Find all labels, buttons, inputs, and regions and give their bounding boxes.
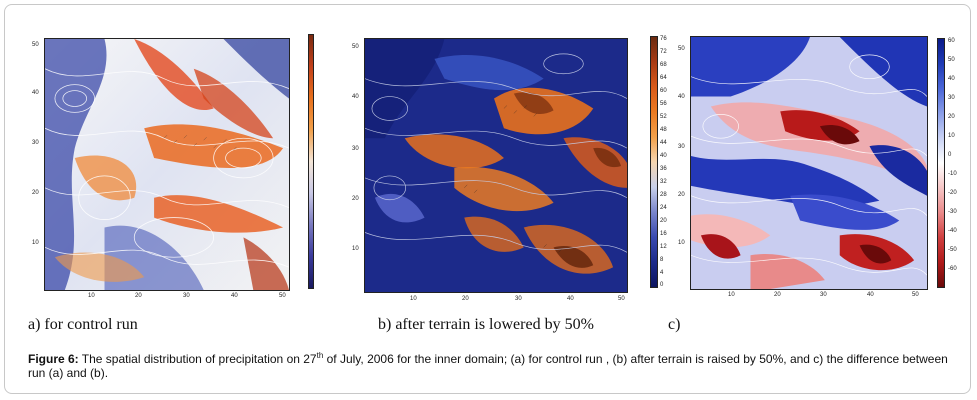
panel-b-x-tick: 50 <box>618 296 625 302</box>
panel-c-colorbar-labels: 60 50 40 30 20 10 0 -10 -20 -30 -40 -50 … <box>948 38 964 288</box>
panel-c-colorbar <box>937 38 945 288</box>
panel-b-cbar-label: 72 <box>660 49 667 55</box>
panel-b-cbar-label: 60 <box>660 88 667 94</box>
panel-b-cbar-label: 32 <box>660 179 667 185</box>
panel-c-label: c) <box>668 316 681 333</box>
panel-b-cbar-label: 64 <box>660 75 667 81</box>
panel-c-map-image <box>691 37 927 289</box>
panel-b-label: b) after terrain is lowered by 50% <box>378 316 594 333</box>
panel-a-colorbar <box>308 34 314 289</box>
panel-c-cbar-label: 60 <box>948 38 955 44</box>
panel-b-x-tick: 20 <box>462 296 469 302</box>
panel-b-cbar-label: 44 <box>660 140 667 146</box>
panel-b-cbar-label: 52 <box>660 114 667 120</box>
panel-a-y-tick: 20 <box>32 190 39 196</box>
panel-b-cbar-label: 28 <box>660 192 667 198</box>
panel-c-x-tick: 20 <box>774 292 781 298</box>
panel-b-cbar-label: 48 <box>660 127 667 133</box>
panel-b-map-image <box>365 39 627 292</box>
panel-a-plot <box>44 38 290 291</box>
panel-c-y-tick: 50 <box>678 46 685 52</box>
panel-c-x-tick: 40 <box>867 292 874 298</box>
panel-a-x-tick: 40 <box>231 293 238 299</box>
panel-b-cbar-label: 12 <box>660 244 667 250</box>
panel-b-cbar-label: 4 <box>660 270 664 276</box>
panel-b-cbar-label: 0 <box>660 282 664 288</box>
panel-b-y-tick: 40 <box>352 94 359 100</box>
panel-b-y-tick: 30 <box>352 146 359 152</box>
panel-c-y-tick: 30 <box>678 144 685 150</box>
panel-b-y-tick: 20 <box>352 196 359 202</box>
panel-c-x-tick: 30 <box>820 292 827 298</box>
panel-c-cbar-label: -60 <box>948 266 957 272</box>
panel-b: 10 20 30 40 50 50 40 30 20 10 76 72 68 6… <box>348 34 668 304</box>
panel-b-cbar-label: 56 <box>660 101 667 107</box>
panel-c-cbar-label: -50 <box>948 247 957 253</box>
panel-b-cbar-label: 68 <box>660 62 667 68</box>
panel-a-x-tick: 30 <box>183 293 190 299</box>
panel-b-cbar-label: 16 <box>660 231 667 237</box>
panel-b-cbar-label: 36 <box>660 166 667 172</box>
panel-a-x-tick: 10 <box>88 293 95 299</box>
panel-c-cbar-label: -40 <box>948 228 957 234</box>
panel-c-cbar-label: 40 <box>948 76 955 82</box>
figure-caption: Figure 6: The spatial distribution of pr… <box>28 349 958 380</box>
figure-caption-prefix: Figure 6: <box>28 352 79 366</box>
panel-b-cbar-label: 20 <box>660 218 667 224</box>
panel-a-map-image <box>45 39 289 290</box>
panel-c-cbar-label: 20 <box>948 114 955 120</box>
panel-a-y-tick: 50 <box>32 42 39 48</box>
figure-caption-sup: th <box>316 351 324 360</box>
panel-b-x-tick: 40 <box>567 296 574 302</box>
panel-c-y-tick: 10 <box>678 240 685 246</box>
panel-a-label: a) for control run <box>28 316 138 333</box>
panel-c: 10 20 30 40 50 50 40 30 20 10 60 50 40 3… <box>672 20 964 300</box>
panel-a-y-tick: 10 <box>32 240 39 246</box>
panel-c-cbar-label: -10 <box>948 171 957 177</box>
panel-c-y-tick: 40 <box>678 94 685 100</box>
panel-a-y-tick: 30 <box>32 140 39 146</box>
panel-b-y-tick: 50 <box>352 44 359 50</box>
panel-c-cbar-label: 50 <box>948 57 955 63</box>
panel-b-colorbar-labels: 76 72 68 64 60 56 52 48 44 40 36 32 28 2… <box>642 36 667 288</box>
panel-b-plot <box>364 38 628 293</box>
panel-b-x-tick: 30 <box>515 296 522 302</box>
figure-caption-text: The spatial distribution of precipitatio… <box>78 352 317 366</box>
panel-a-x-tick: 20 <box>135 293 142 299</box>
panel-b-cbar-label: 40 <box>660 153 667 159</box>
panel-c-cbar-label: -20 <box>948 190 957 196</box>
panel-b-y-tick: 10 <box>352 246 359 252</box>
panel-b-cbar-label: 24 <box>660 205 667 211</box>
panel-c-x-tick: 10 <box>728 292 735 298</box>
panel-c-x-tick: 50 <box>912 292 919 298</box>
panel-c-cbar-label: -30 <box>948 209 957 215</box>
panel-c-cbar-label: 30 <box>948 95 955 101</box>
panel-c-cbar-label: 10 <box>948 133 955 139</box>
panel-c-y-tick: 20 <box>678 192 685 198</box>
panel-a-x-tick: 50 <box>279 293 286 299</box>
panel-c-cbar-label: 0 <box>948 152 952 158</box>
figure-caption-text-2: of July, 2006 for the inner domain; (a) … <box>28 352 948 380</box>
panel-b-cbar-label: 76 <box>660 36 667 42</box>
panel-b-x-tick: 10 <box>410 296 417 302</box>
panel-a-y-tick: 40 <box>32 90 39 96</box>
panel-b-colorbar <box>650 36 658 288</box>
panel-a: 10 20 30 40 50 50 40 30 20 10 <box>30 34 320 304</box>
panel-b-cbar-label: 8 <box>660 257 664 263</box>
panel-c-plot <box>690 36 928 290</box>
